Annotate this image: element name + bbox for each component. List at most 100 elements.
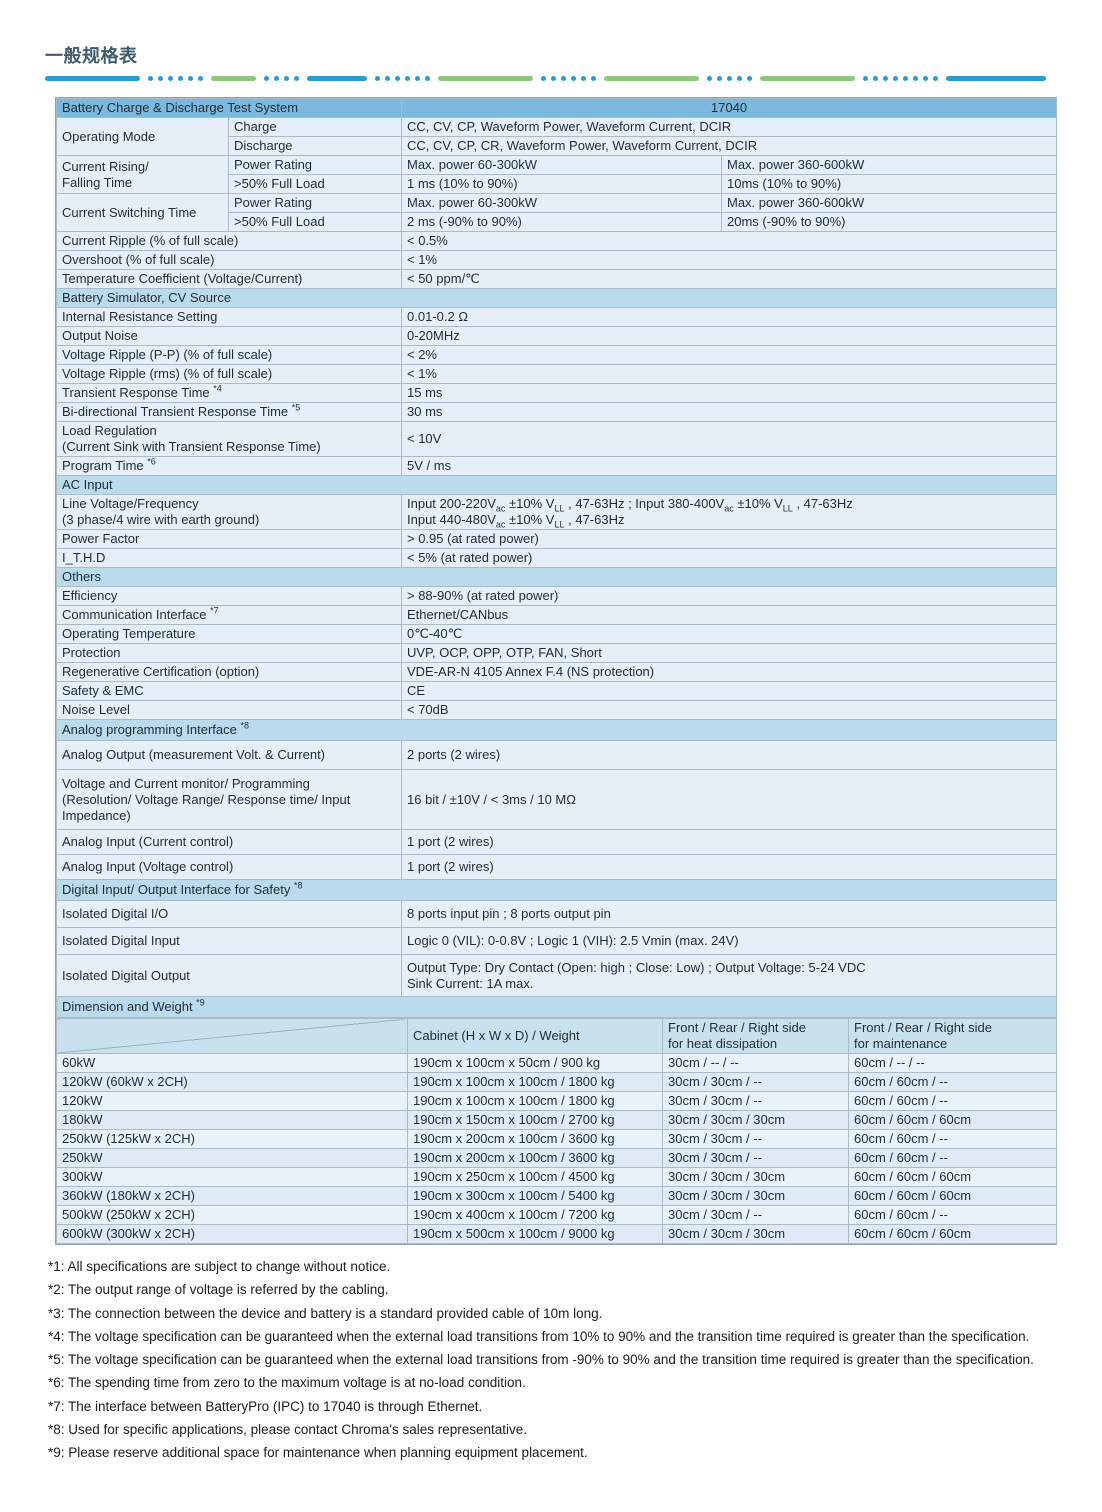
table-row: Line Voltage/Frequency (3 phase/4 wire wi… <box>56 494 1057 530</box>
spec-label: Bi-directional Transient Response Time *… <box>56 402 402 422</box>
spec-label: Transient Response Time *4 <box>56 383 402 403</box>
table-row: 360kW (180kW x 2CH) 190cm x 300cm x 100cm… <box>56 1186 1057 1206</box>
divider-dot <box>747 75 752 81</box>
dim-model-cell: 60kW <box>56 1053 408 1073</box>
spec-value: Logic 0 (VIL): 0-0.8V ; Logic 1 (VIH): 2… <box>401 927 1057 955</box>
divider-dots <box>541 75 596 81</box>
table-row: Digital Input/ Output Interface for Safe… <box>56 879 1057 901</box>
dim-value-cell: 190cm x 250cm x 100cm / 4500 kg <box>407 1167 663 1187</box>
divider-dot <box>923 75 928 81</box>
spec-value: Max. power 60-300kW <box>401 193 722 213</box>
table-row: 600kW (300kW x 2CH) 190cm x 500cm x 100cm… <box>56 1224 1057 1244</box>
spec-value: < 0.5% <box>401 231 1057 251</box>
table-row: >50% Full Load 1 ms (10% to 90%) 10ms (10%… <box>57 174 1057 194</box>
footnote: *5: The voltage specification can be gua… <box>48 1352 1034 1367</box>
dim-value-cell: 190cm x 300cm x 100cm / 5400 kg <box>407 1186 663 1206</box>
table-row: Program Time *6 5V / ms <box>56 456 1057 476</box>
divider-dash <box>760 75 855 81</box>
footnote: *6: The spending time from zero to the m… <box>48 1375 526 1391</box>
dim-header-cell: Cabinet (H x W x D) / Weight <box>407 1018 663 1054</box>
table-row: 60kW 190cm x 100cm x 50cm / 900 kg 30cm / … <box>56 1053 1057 1073</box>
spec-value: 2 ms (-90% to 90%) <box>401 212 722 232</box>
spec-label: I_T.H.D <box>56 548 402 568</box>
dim-model-cell: 500kW (250kW x 2CH) <box>56 1205 408 1225</box>
dim-value-cell: 190cm x 150cm x 100cm / 2700 kg <box>407 1110 663 1130</box>
section-header: Digital Input/ Output Interface for Safe… <box>56 879 1057 901</box>
dim-header-cell: Front / Rear / Right side for heat dissip… <box>662 1018 849 1054</box>
spec-label: Operating Temperature <box>56 624 402 644</box>
dim-value-cell: 60cm / 60cm / -- <box>848 1205 1057 1225</box>
spec-value: CC, CV, CP, Waveform Power, Waveform Cur… <box>401 117 1057 137</box>
dim-value-cell: 190cm x 200cm x 100cm / 3600 kg <box>407 1129 663 1149</box>
dim-value-cell: 190cm x 100cm x 100cm / 1800 kg <box>407 1091 663 1111</box>
divider-dot <box>425 75 430 81</box>
dim-value-cell: 30cm / 30cm / -- <box>662 1148 849 1168</box>
spec-label: Communication Interface *7 <box>56 605 402 625</box>
spec-label: Voltage and Current monitor/ Programming… <box>56 769 402 830</box>
table-row: Voltage and Current monitor/ Programming… <box>56 769 1057 830</box>
divider-dot <box>883 75 888 81</box>
dim-value-cell: 190cm x 100cm x 50cm / 900 kg <box>407 1053 663 1073</box>
table-row: Power Factor > 0.95 (at rated power) <box>56 529 1057 549</box>
table-row: Current Ripple (% of full scale) < 0.5% <box>56 231 1057 251</box>
spec-value: > 88-90% (at rated power) <box>401 586 1057 606</box>
spec-label: Power Factor <box>56 529 402 549</box>
dim-value-cell: 60cm / 60cm / -- <box>848 1148 1057 1168</box>
spec-sublabel: >50% Full Load <box>228 212 402 232</box>
decorative-divider <box>45 75 1060 81</box>
dim-value-cell: 60cm / 60cm / 60cm <box>848 1224 1057 1244</box>
spec-value: 20ms (-90% to 90%) <box>721 212 1057 232</box>
divider-dot <box>415 75 420 81</box>
table-row: Analog programming Interface *8 <box>56 719 1057 741</box>
divider-dot <box>591 75 596 81</box>
divider-dot <box>551 75 556 81</box>
table-row: Analog Input (Voltage control) 1 port (2 … <box>56 854 1057 880</box>
spec-label: Analog Input (Current control) <box>56 829 402 855</box>
spec-label: Analog Input (Voltage control) <box>56 854 402 880</box>
divider-dot <box>581 75 586 81</box>
table-row: Voltage Ripple (rms) (% of full scale) < … <box>56 364 1057 384</box>
table-row: Overshoot (% of full scale) < 1% <box>56 250 1057 270</box>
spec-value: 30 ms <box>401 402 1057 422</box>
dim-model-cell: 250kW <box>56 1148 408 1168</box>
spec-value: Max. power 360-600kW <box>721 193 1057 213</box>
spec-value: < 2% <box>401 345 1057 365</box>
dim-value-cell: 30cm / 30cm / -- <box>662 1091 849 1111</box>
divider-dot <box>188 75 193 81</box>
table-row: Isolated Digital I/O 8 ports input pin ; … <box>56 900 1057 928</box>
dim-value-cell: 60cm / 60cm / 60cm <box>848 1167 1057 1187</box>
spec-label: Voltage Ripple (rms) (% of full scale) <box>56 364 402 384</box>
table-row: Temperature Coefficient (Voltage/Current… <box>56 269 1057 289</box>
spec-value: < 1% <box>401 364 1057 384</box>
table-row: Current Switching Time Power Rating Max. p… <box>56 193 1057 232</box>
table-row: Operating Temperature 0℃-40℃ <box>56 624 1057 644</box>
section-header: Battery Simulator, CV Source <box>56 288 1057 308</box>
dim-model-cell: 600kW (300kW x 2CH) <box>56 1224 408 1244</box>
spec-value: < 1% <box>401 250 1057 270</box>
divider-dots <box>148 75 203 81</box>
table-row: Battery Charge & Discharge Test System 17… <box>56 98 1057 118</box>
table-row: Protection UVP, OCP, OPP, OTP, FAN, Short <box>56 643 1057 663</box>
spec-value: 0-20MHz <box>401 326 1057 346</box>
divider-dot <box>893 75 898 81</box>
section-header: Analog programming Interface *8 <box>56 719 1057 741</box>
divider-dot <box>168 75 173 81</box>
spec-label: Program Time *6 <box>56 456 402 476</box>
spec-value: VDE-AR-N 4105 Annex F.4 (NS protection) <box>401 662 1057 682</box>
divider-dot <box>148 75 153 81</box>
dim-value-cell: 190cm x 200cm x 100cm / 3600 kg <box>407 1148 663 1168</box>
divider-dots <box>863 75 938 81</box>
spec-value: Input 200-220Vac ±10% VLL , 47-63Hz ; In… <box>401 494 1057 530</box>
spec-label: Isolated Digital Output <box>56 954 402 997</box>
table-row: 120kW (60kW x 2CH) 190cm x 100cm x 100cm … <box>56 1072 1057 1092</box>
divider-dash <box>438 75 533 81</box>
spec-value: 2 ports (2 wires) <box>401 740 1057 770</box>
spec-value: 5V / ms <box>401 456 1057 476</box>
table-row: Internal Resistance Setting 0.01-0.2 Ω <box>56 307 1057 327</box>
spec-value: > 0.95 (at rated power) <box>401 529 1057 549</box>
table-row: Voltage Ripple (P-P) (% of full scale) < … <box>56 345 1057 365</box>
dim-header-row: Cabinet (H x W x D) / Weight Front / Rear… <box>56 1018 1057 1054</box>
spec-label: Current Switching Time <box>56 193 229 232</box>
spec-value: 0.01-0.2 Ω <box>401 307 1057 327</box>
table-row: Battery Simulator, CV Source <box>56 288 1057 308</box>
